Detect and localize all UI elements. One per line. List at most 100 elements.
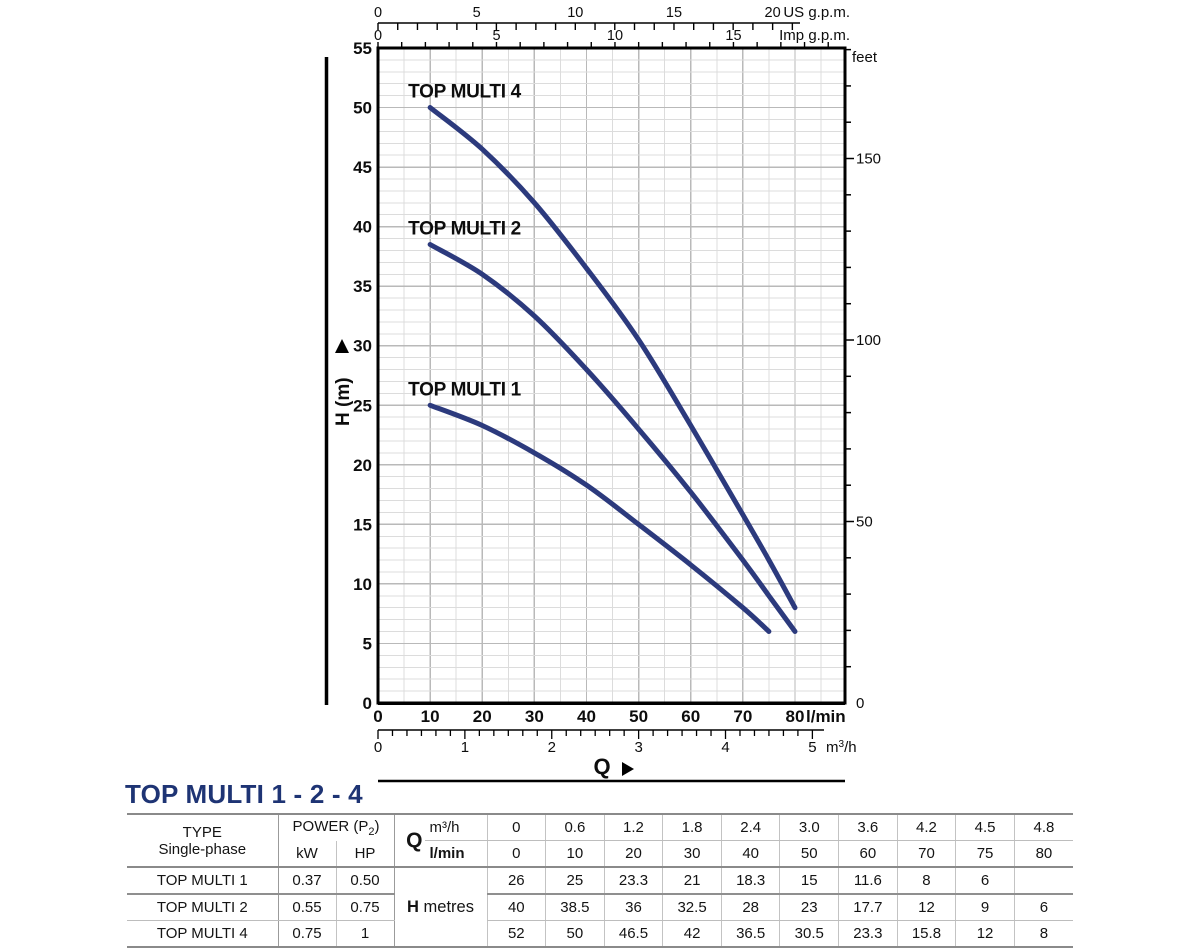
- h-value: 30.5: [779, 920, 839, 947]
- m3h-tick-label: 5: [808, 739, 816, 756]
- q-m3h-value: 0.6: [545, 814, 605, 841]
- q-m3h-value: 2.4: [720, 814, 780, 841]
- feet-tick-label: 0: [856, 695, 864, 712]
- chart-svg: 0 5 10 15 20 US g.p.m.0 5 10 15 Imp g.p.m.0501001…: [324, 4, 881, 783]
- lmin-unit: l/min: [806, 707, 846, 726]
- q-lmin-value: 0: [486, 840, 546, 868]
- q-m3h-value: 4.8: [1013, 814, 1073, 841]
- pump-type: TOP MULTI 4: [127, 920, 279, 947]
- h-value: 12: [955, 920, 1015, 947]
- q-unit-m3h: m³/h: [424, 816, 487, 841]
- h-value: 26: [486, 867, 546, 895]
- imp-gpm-scale: 0 5 10 15 Imp g.p.m.: [374, 27, 850, 48]
- pump-performance-chart: 0 5 10 15 20 US g.p.m. 0 5 10 15 Imp g.p.m. 0 50 100 1…: [324, 4, 881, 783]
- m3h-tick-label: 2: [548, 739, 556, 756]
- q-m3h-value: 1.8: [662, 814, 722, 841]
- pump-kw: 0.75: [292, 925, 322, 942]
- q-label: Q: [406, 828, 423, 852]
- h-metres-label: H metres: [407, 897, 474, 916]
- q-m3h-value: 3.6: [838, 814, 898, 841]
- y-tick-label: 35: [353, 277, 372, 296]
- imp-gpm-unit: Imp g.p.m.: [779, 27, 850, 44]
- y-tick-label: 25: [353, 396, 372, 415]
- y-tick-label: 40: [353, 218, 372, 237]
- h-value: 36.5: [720, 920, 780, 947]
- h-value: 23.3: [838, 920, 898, 947]
- us-gpm-tick-label: 20: [765, 5, 781, 21]
- us-gpm-tick-label: 15: [666, 5, 682, 21]
- h-value: 36: [603, 894, 663, 921]
- lmin-tick-label: 0: [373, 707, 382, 726]
- imp-gpm-tick-label: 0: [374, 28, 382, 44]
- y-tick-label: 50: [353, 99, 372, 118]
- q-axis-arrow-icon: [622, 762, 634, 776]
- feet-scale: 0 50 100 150 feet: [845, 48, 881, 712]
- us-gpm-tick-label: 10: [567, 5, 583, 21]
- lmin-tick-label: 70: [733, 707, 752, 726]
- h-value: 15.8: [896, 920, 956, 947]
- h-value: 8: [1013, 920, 1073, 947]
- h-value: 23: [779, 894, 839, 921]
- pump-kw: 0.55: [278, 894, 336, 921]
- h-value: 42: [662, 920, 722, 947]
- x-axis-title: Q: [593, 754, 610, 779]
- q-m3h-value: 4.5: [955, 814, 1015, 841]
- h-value: 50: [545, 920, 605, 947]
- h-value: 21: [662, 867, 722, 895]
- y-tick-label: 5: [363, 634, 372, 653]
- col-type-header: TYPE Single-phase: [127, 814, 279, 868]
- kw-header: kW: [278, 840, 336, 868]
- h-value: [1013, 867, 1073, 895]
- single-phase-label: Single-phase: [158, 840, 247, 858]
- lmin-tick-label: 30: [525, 707, 544, 726]
- y-axis-title: H (m): [333, 377, 354, 426]
- imp-gpm-tick-label: 10: [607, 28, 623, 44]
- h-value: 32.5: [662, 894, 722, 921]
- q-lmin-value: 10: [545, 840, 605, 868]
- curve-top-multi-1: [427, 402, 772, 634]
- pump-hp: 0.50: [335, 867, 395, 895]
- curve-top-multi-4: [427, 105, 798, 611]
- h-value: 18.3: [720, 867, 780, 895]
- h-value: 38.5: [545, 894, 605, 921]
- h-value: 17.7: [838, 894, 898, 921]
- y-tick-label: 45: [353, 158, 372, 177]
- us-gpm-scale: 0 5 10 15 20 US g.p.m.: [374, 4, 850, 30]
- curve-top-multi-2: [427, 242, 798, 634]
- y-tick-label: 55: [353, 39, 372, 58]
- imp-gpm-tick-label: 5: [492, 28, 500, 44]
- power-header: POWER (P2): [278, 814, 395, 841]
- lmin-tick-label: 50: [629, 707, 648, 726]
- h-value: 25: [545, 867, 605, 895]
- q-m3h-value: 3.0: [779, 814, 839, 841]
- pump-type: TOP MULTI 2: [127, 894, 279, 921]
- q-lmin-value: 70: [896, 840, 956, 868]
- lmin-scale: 0 10 20 30 40 50 60 70 80 l/min: [373, 707, 845, 726]
- curve-label-top-multi-1: TOP MULTI 1: [408, 379, 522, 400]
- table-row-top-multi-4: TOP MULTI 4 0.75 1 52 50 46.5 42 36.5 30.5 23.3 15…: [127, 920, 1073, 947]
- y-tick-label: 20: [353, 456, 372, 475]
- imp-gpm-tick-label: 15: [725, 28, 741, 44]
- m3h-tick-label: 0: [374, 739, 382, 756]
- table-row-top-multi-1: TOP MULTI 1 0.37 0.50 H metres 26 25 23.3 21 18.…: [127, 867, 1073, 916]
- h-value: 23.3: [603, 867, 663, 895]
- h-value: 6: [1013, 894, 1073, 921]
- lmin-tick-label: 10: [421, 707, 440, 726]
- q-lmin-value: 40: [720, 840, 780, 868]
- us-gpm-tick-label: 5: [473, 5, 481, 21]
- curve-label-top-multi-4: TOP MULTI 4: [408, 82, 522, 103]
- lmin-tick-label: 60: [681, 707, 700, 726]
- m3h-scale: 0 1 2 3 4 5 m3/h: [374, 729, 857, 756]
- q-lmin-value: 20: [603, 840, 663, 868]
- feet-tick-label: 50: [856, 514, 873, 531]
- h-value: 6: [955, 867, 1015, 895]
- pump-hp: 1: [335, 920, 395, 947]
- h-value: 40: [486, 894, 546, 921]
- y-tick-label: 15: [353, 515, 372, 534]
- q-lmin-value: 80: [1013, 840, 1073, 868]
- lmin-tick-label: 40: [577, 707, 596, 726]
- y-tick-label: 0: [363, 694, 372, 713]
- h-value: 9: [955, 894, 1015, 921]
